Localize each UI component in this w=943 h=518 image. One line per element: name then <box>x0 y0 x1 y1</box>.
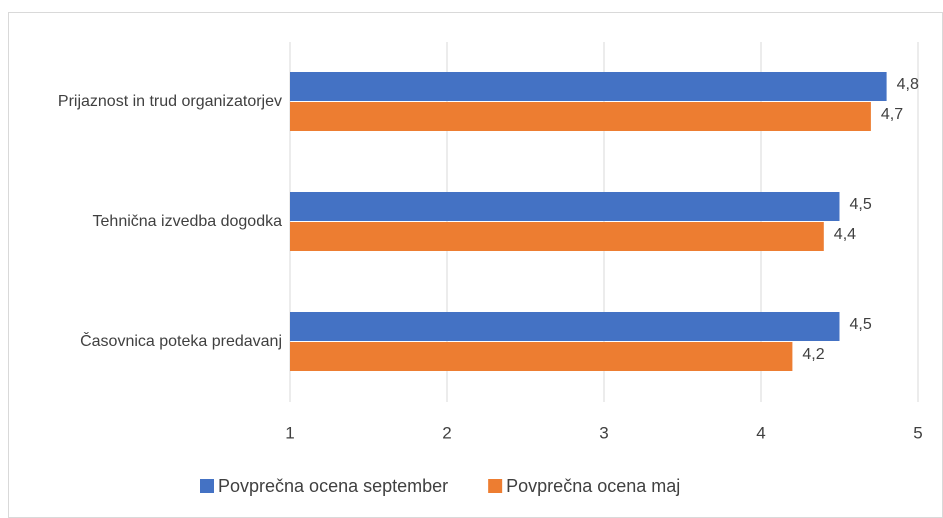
bar <box>290 102 871 131</box>
legend-swatch <box>200 479 214 493</box>
value-label: 4,7 <box>881 106 903 123</box>
x-tick-label: 2 <box>442 423 451 442</box>
value-label: 4,5 <box>850 196 872 213</box>
bar <box>290 222 824 251</box>
category-label: Tehnična izvedba dogodka <box>93 213 283 230</box>
legend-label: Povprečna ocena maj <box>506 476 680 496</box>
category-label: Prijaznost in trud organizatorjev <box>58 93 282 110</box>
x-tick-label: 1 <box>285 423 294 442</box>
bar <box>290 342 793 371</box>
bar <box>290 72 887 101</box>
bar <box>290 312 840 341</box>
value-label: 4,5 <box>850 316 872 333</box>
value-label: 4,2 <box>802 346 824 363</box>
value-label: 4,8 <box>897 76 919 93</box>
bar <box>290 192 840 221</box>
x-tick-label: 3 <box>599 423 608 442</box>
category-label: Časovnica poteka predavanj <box>80 331 282 350</box>
legend-swatch <box>488 479 503 493</box>
x-tick-label: 5 <box>913 423 922 442</box>
value-label: 4,4 <box>834 226 856 243</box>
x-tick-label: 4 <box>756 423 765 442</box>
legend-label: Povprečna ocena september <box>218 476 448 496</box>
